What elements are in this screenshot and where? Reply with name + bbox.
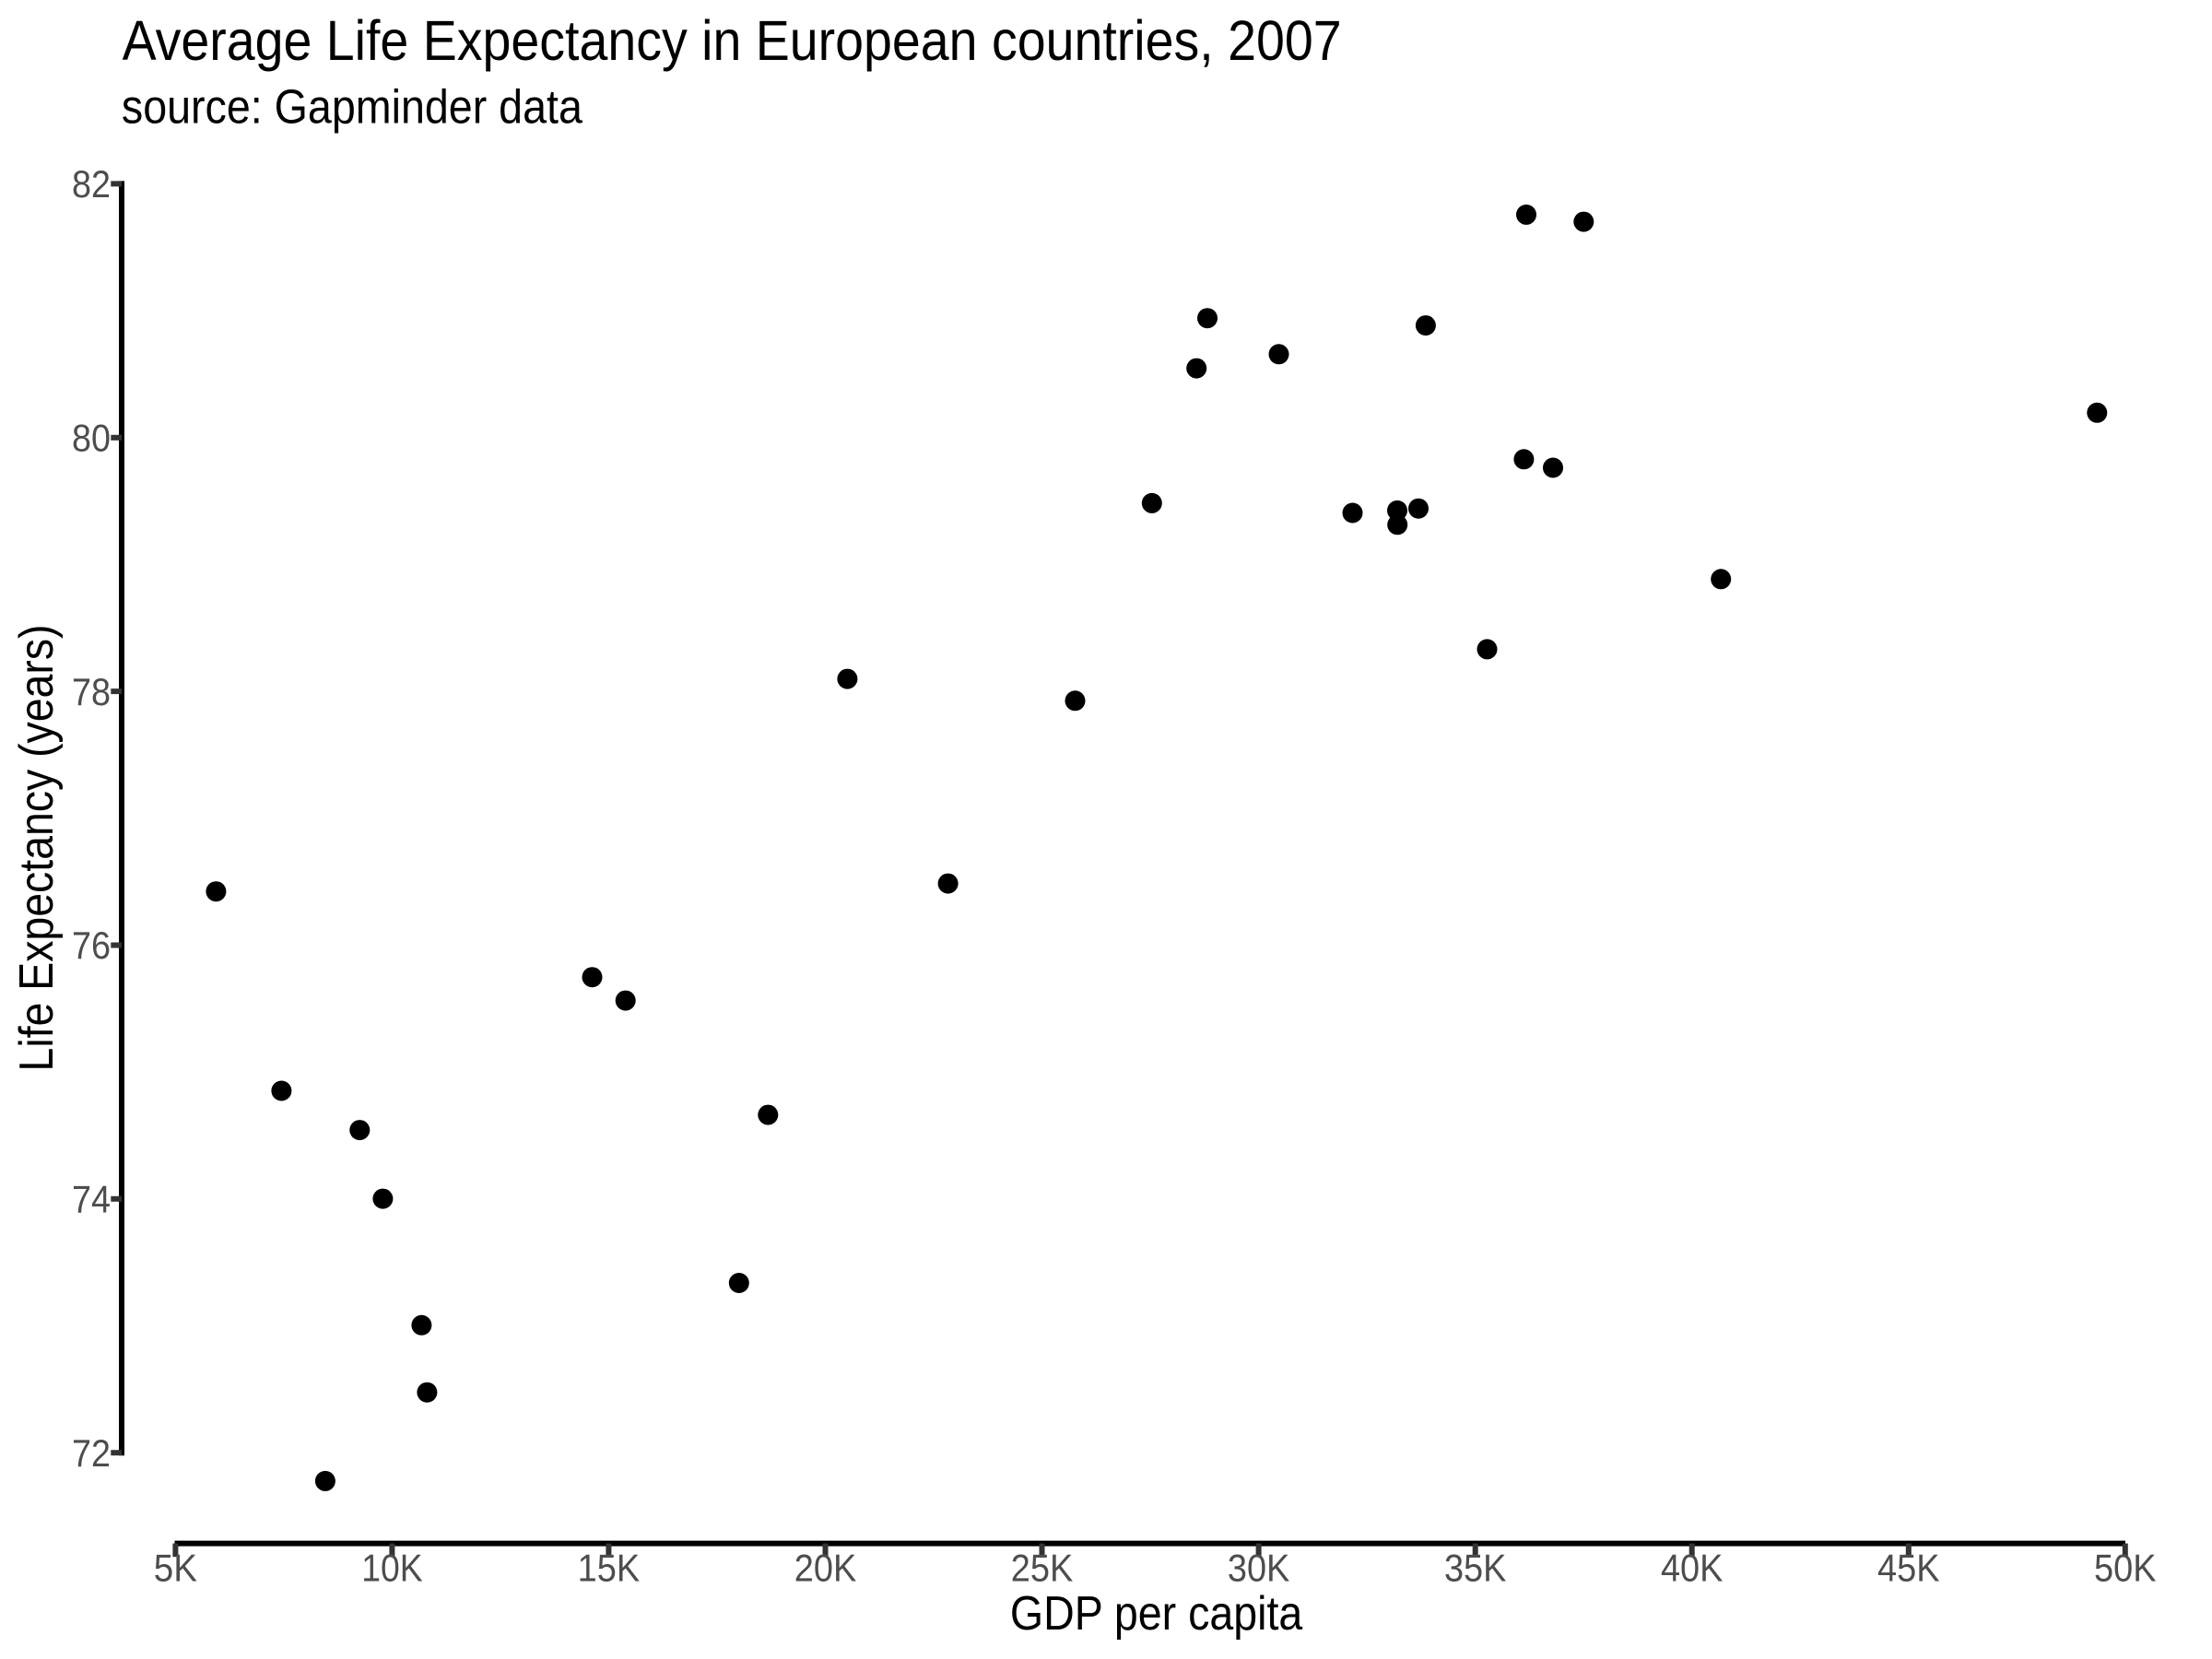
svg-text:35K: 35K [1444,1546,1507,1589]
svg-text:40K: 40K [1661,1546,1724,1589]
svg-text:78: 78 [72,670,111,713]
svg-text:30K: 30K [1228,1546,1290,1589]
svg-text:50K: 50K [2094,1546,2157,1589]
svg-text:10K: 10K [361,1546,422,1589]
svg-text:GDP per capita: GDP per capita [1010,1587,1302,1641]
svg-text:25K: 25K [1011,1546,1074,1589]
svg-text:45K: 45K [1877,1546,1940,1589]
svg-text:15K: 15K [578,1546,641,1589]
svg-text:76: 76 [72,924,111,967]
svg-text:72: 72 [72,1431,111,1475]
svg-text:Life Expectancy (years): Life Expectancy (years) [10,625,64,1072]
svg-text:82: 82 [72,162,111,206]
svg-text:5K: 5K [154,1546,197,1589]
svg-text:20K: 20K [794,1546,857,1589]
svg-text:source: Gapminder data: source: Gapminder data [122,81,582,135]
svg-text:80: 80 [72,417,111,460]
svg-text:Average Life Expectancy in Eur: Average Life Expectancy in European coun… [123,9,1342,72]
svg-text:74: 74 [72,1178,111,1221]
